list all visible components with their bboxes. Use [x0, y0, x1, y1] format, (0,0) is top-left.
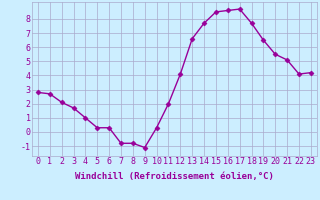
X-axis label: Windchill (Refroidissement éolien,°C): Windchill (Refroidissement éolien,°C) — [75, 172, 274, 181]
